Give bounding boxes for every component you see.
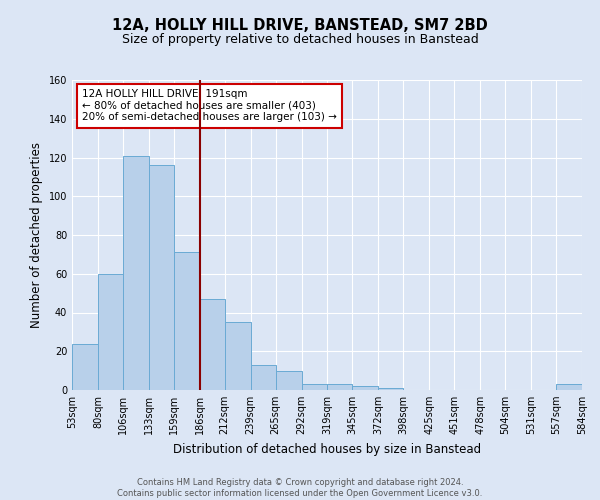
Bar	[149, 165, 174, 390]
Bar	[72, 344, 98, 390]
Bar	[352, 386, 379, 390]
Y-axis label: Number of detached properties: Number of detached properties	[30, 142, 43, 328]
Bar	[251, 365, 275, 390]
Bar	[328, 384, 352, 390]
Text: Contains HM Land Registry data © Crown copyright and database right 2024.
Contai: Contains HM Land Registry data © Crown c…	[118, 478, 482, 498]
Bar	[98, 274, 123, 390]
Bar	[225, 322, 251, 390]
Bar	[379, 388, 403, 390]
Bar	[200, 299, 225, 390]
Text: 12A, HOLLY HILL DRIVE, BANSTEAD, SM7 2BD: 12A, HOLLY HILL DRIVE, BANSTEAD, SM7 2BD	[112, 18, 488, 32]
Bar	[302, 384, 328, 390]
Bar	[556, 384, 582, 390]
X-axis label: Distribution of detached houses by size in Banstead: Distribution of detached houses by size …	[173, 442, 481, 456]
Bar	[275, 370, 302, 390]
Text: Size of property relative to detached houses in Banstead: Size of property relative to detached ho…	[122, 32, 478, 46]
Text: 12A HOLLY HILL DRIVE: 191sqm
← 80% of detached houses are smaller (403)
20% of s: 12A HOLLY HILL DRIVE: 191sqm ← 80% of de…	[82, 90, 337, 122]
Bar	[174, 252, 200, 390]
Bar	[123, 156, 149, 390]
